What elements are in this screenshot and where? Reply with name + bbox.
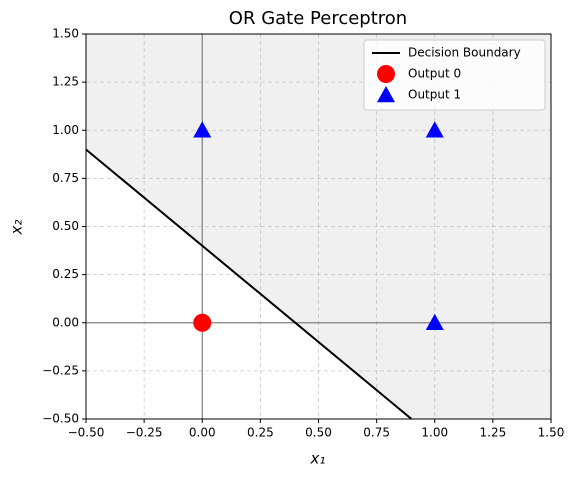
y-tick-label: 1.25 <box>52 75 79 89</box>
legend-label: Output 0 <box>408 67 461 81</box>
chart-title: OR Gate Perceptron <box>229 8 407 29</box>
y-axis-label: x₂ <box>8 220 26 236</box>
y-tick-label: −0.25 <box>42 363 79 377</box>
point <box>193 313 212 332</box>
y-tick-label: 0.50 <box>52 219 79 233</box>
x-axis-label: x₁ <box>310 450 326 468</box>
y-tick-label: 0.25 <box>52 267 79 281</box>
x-tick-label: 0.50 <box>305 426 332 440</box>
x-tick-label: −0.25 <box>126 426 163 440</box>
legend-swatch <box>377 86 395 103</box>
point <box>193 121 212 138</box>
x-tick-label: 0.00 <box>189 426 216 440</box>
point <box>425 313 444 330</box>
x-tick-label: −0.50 <box>68 426 105 440</box>
boundary-line <box>85 148 413 420</box>
y-tick-label: 0.00 <box>52 315 79 329</box>
y-tick-label: 1.50 <box>52 27 79 41</box>
point <box>425 121 444 138</box>
plot-frame <box>85 33 552 420</box>
x-tick-label: 0.75 <box>363 426 390 440</box>
x-tick-label: 1.25 <box>480 426 507 440</box>
y-tick-label: 1.00 <box>52 123 79 137</box>
y-tick-label: −0.50 <box>42 412 79 426</box>
x-tick-label: 1.50 <box>538 426 565 440</box>
x-tick-label: 1.00 <box>421 426 448 440</box>
x-tick-label: 0.25 <box>247 426 274 440</box>
legend-swatch <box>377 65 395 83</box>
legend-box <box>363 39 546 111</box>
legend-label: Decision Boundary <box>408 46 521 60</box>
legend-label: Output 1 <box>408 88 461 102</box>
y-tick-label: 0.75 <box>52 171 79 185</box>
